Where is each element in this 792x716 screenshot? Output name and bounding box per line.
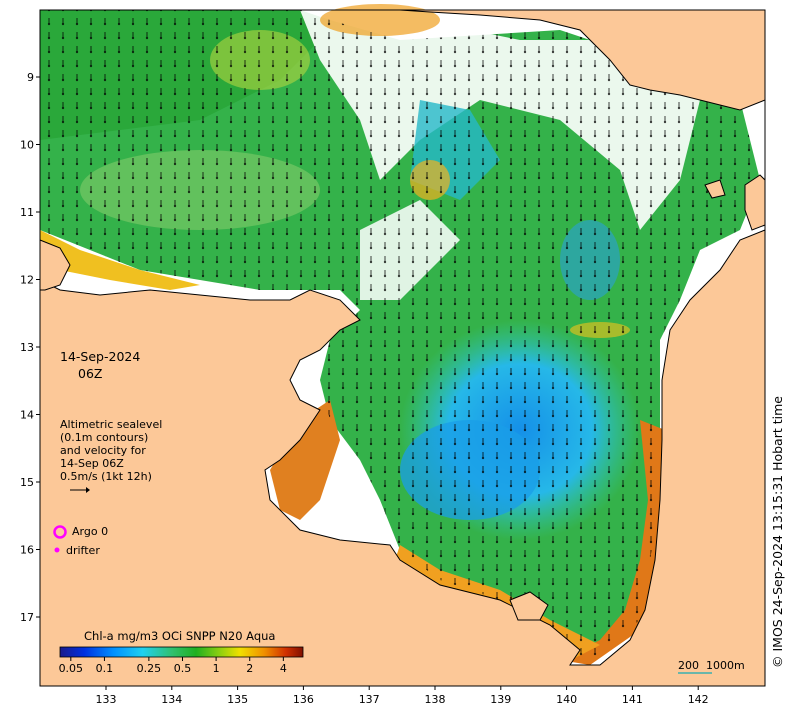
drifter-legend-label: drifter	[66, 544, 100, 557]
colorbar-ticks: 0.05 0.1 0.25 0.5 1 2 4	[59, 657, 287, 675]
new-guinea	[399, 9, 766, 111]
argo-marker	[53, 525, 67, 539]
island-cape	[704, 179, 726, 199]
lon-tick-label: 139	[490, 693, 511, 706]
lat-tick-label: 15	[20, 476, 34, 489]
lat-tick-label: 13	[20, 341, 34, 354]
colorbar-tick-label: 2	[246, 662, 253, 675]
lon-tick-label: 135	[227, 693, 248, 706]
lat-tick-label: 17	[20, 611, 34, 624]
colorbar-title: Chl-a mg/m3 OCi SNPP N20 Aqua	[84, 629, 276, 643]
lon-tick-label: 142	[688, 693, 709, 706]
lon-tick-label: 140	[556, 693, 577, 706]
lat-tick-label: 10	[20, 139, 34, 152]
depth-scale-label: 200 1000m	[678, 659, 745, 672]
lat-tick-label: 11	[20, 206, 34, 219]
lat-tick-label: 12	[20, 274, 34, 287]
lon-tick-label: 137	[359, 693, 380, 706]
colorbar-tick-label: 1	[213, 662, 220, 675]
sealevel-legend: Altimetric sealevel (0.1m contours) and …	[60, 418, 163, 483]
colorbar	[59, 646, 304, 658]
drifter-marker	[54, 547, 60, 553]
colorbar-tick-label: 0.25	[137, 662, 162, 675]
map-border	[39, 9, 766, 687]
lon-tick-label: 138	[425, 693, 446, 706]
lon-tick-label: 136	[293, 693, 314, 706]
colorbar-tick-label: 4	[280, 662, 287, 675]
lat-tick-label: 16	[20, 544, 34, 557]
colorbar-tick-label: 0.05	[59, 662, 84, 675]
copyright-notice: © IMOS 24-Sep-2024 13:15:31 Hobart time	[770, 396, 785, 668]
argo-legend-label: Argo 0	[72, 525, 109, 538]
lon-axis: 133 134 135 136 137 138 139 140 141 142	[96, 686, 709, 706]
lat-tick-label: 14	[20, 409, 34, 422]
lat-axis: 9 10 11 12 13 14 15 16 17	[20, 71, 40, 624]
island-south	[509, 591, 549, 621]
lon-tick-label: 133	[96, 693, 117, 706]
land	[39, 9, 766, 687]
colorbar-tick-label: 0.1	[96, 662, 114, 675]
map-time: 06Z	[78, 366, 103, 381]
colorbar-tick-label: 0.5	[174, 662, 192, 675]
map-date: 14-Sep-2024	[60, 349, 141, 364]
lon-tick-label: 141	[622, 693, 643, 706]
lon-tick-label: 134	[161, 693, 182, 706]
australia-mainland	[39, 229, 766, 687]
lat-tick-label: 9	[27, 71, 34, 84]
